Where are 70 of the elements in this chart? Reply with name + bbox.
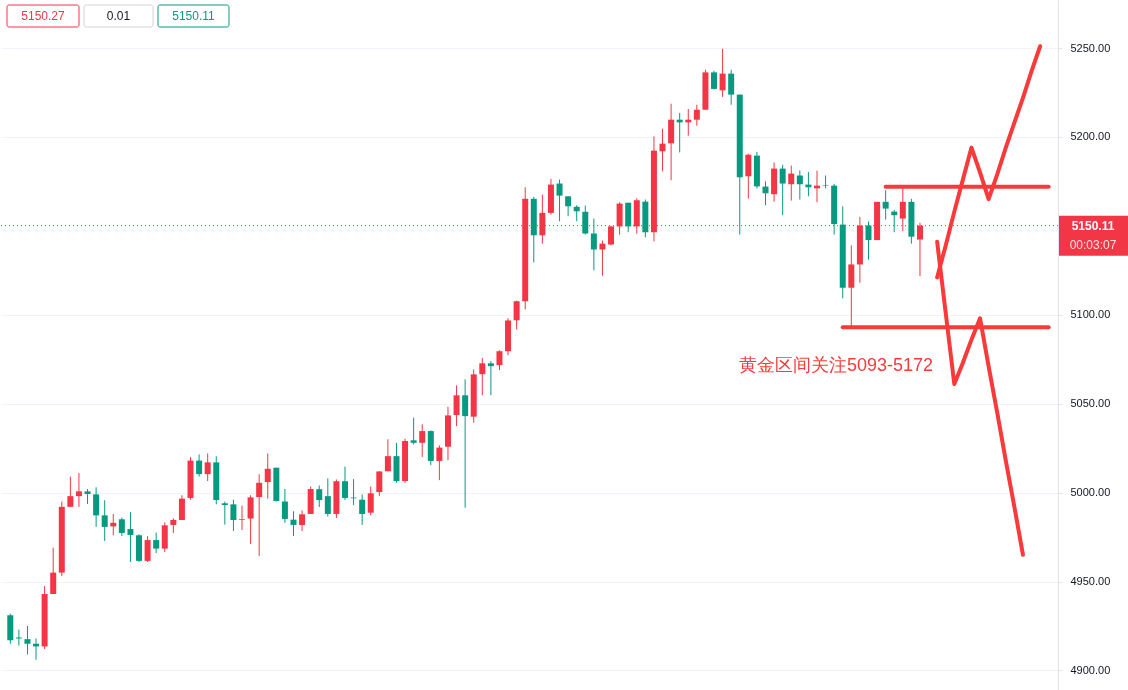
y-tick-label: 4900.00 [1070,663,1111,676]
ref-line-label: 5150.11 [1071,218,1115,233]
candlestick [24,625,31,655]
candlestick [247,494,254,545]
y-tick-label: 5200.00 [1070,130,1111,143]
candlestick [453,384,460,427]
candlestick [101,499,108,542]
candlestick [281,488,288,524]
candlestick [359,493,366,526]
candlestick [153,532,160,554]
candlestick [625,202,632,233]
y-tick-label: 5000.00 [1070,486,1111,499]
candlestick [410,417,417,445]
candlestick [299,509,306,532]
candlestick [196,453,203,478]
candlestick [668,103,675,181]
candlestick [590,218,597,271]
annotation: 5150.27 [21,9,66,23]
candlestick [599,240,606,277]
candlestick [93,486,100,528]
annotation: 5150.11 [172,9,216,23]
candlestick [556,179,563,222]
y-tick-label: 5250.00 [1070,41,1111,54]
candlestick [290,510,297,537]
candlestick [788,165,795,202]
candlestick [118,517,125,537]
candlestick [436,444,443,481]
candlestick [256,473,263,557]
candlestick [264,452,271,500]
candlestick [341,466,348,501]
candlestick [324,477,331,518]
candlestick [75,472,82,508]
candlestick [711,70,718,91]
candlestick [178,494,185,521]
annotation: 黄金区间关注5093-5172 [738,355,934,375]
candlestick [239,505,245,531]
candlestick [496,349,503,371]
candlestick [745,153,752,200]
candlestick [513,300,520,331]
candlestick [659,128,666,172]
candlestick [865,221,872,261]
candlestick [127,511,134,563]
candlestick [144,535,151,563]
candlestick [316,484,323,508]
candlestick [376,470,383,497]
text: 00:03:07 [1069,237,1117,252]
candlestick [719,48,726,98]
candlestick [582,205,589,236]
candlestick [67,476,74,508]
candlestick [50,547,57,595]
candlestick [419,423,426,458]
candlestick [728,69,735,106]
candlestick [479,357,486,396]
annotation: 0.01 [106,9,131,23]
candlestick [565,195,572,217]
candlestick [384,438,391,472]
candlestick [779,164,786,216]
candlestick [221,500,228,526]
candlestick [487,360,494,396]
candlestick [161,521,168,553]
y-tick-label: 5100.00 [1070,308,1111,321]
candlestick [367,486,374,516]
y-tick-label: 5050.00 [1070,397,1111,410]
candlestick [693,104,700,127]
candlestick [204,452,211,482]
candlestick [230,499,237,532]
y-tick-label: 4950.00 [1070,575,1111,588]
candlestick [882,189,889,221]
candlestick [462,378,469,509]
candlestick [796,169,803,201]
